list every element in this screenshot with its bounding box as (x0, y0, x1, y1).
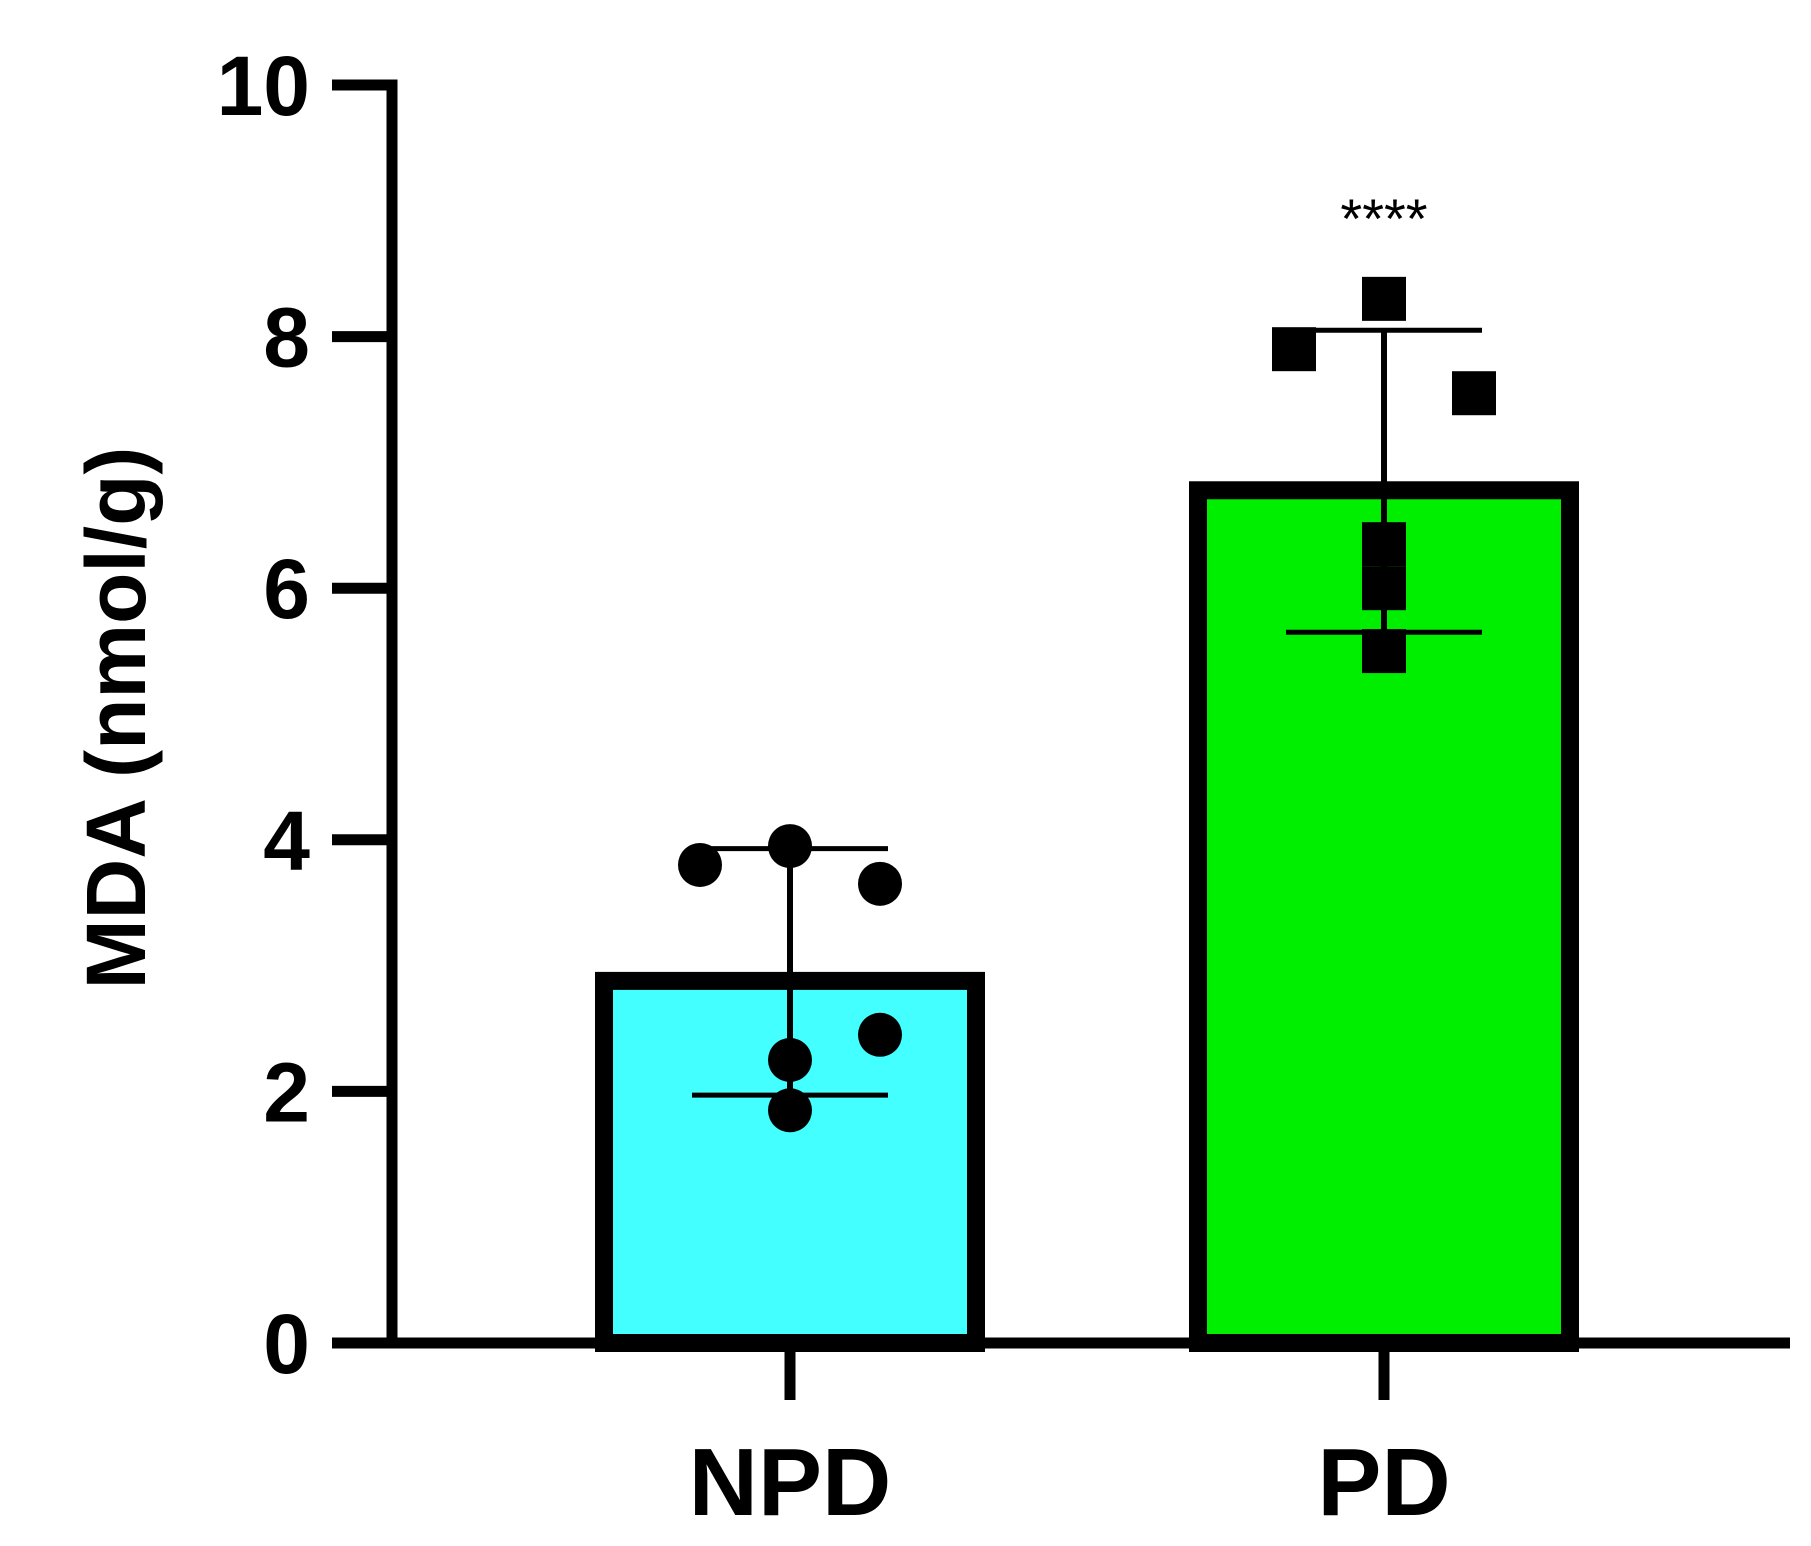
y-tick-label: 10 (217, 39, 310, 133)
data-point (768, 1088, 812, 1133)
data-point (1362, 566, 1406, 611)
y-axis-title: MDA (nmol/g) (69, 447, 163, 990)
data-point (1362, 522, 1406, 567)
x-tick-label-npd: NPD (689, 1429, 892, 1536)
data-point (768, 1037, 812, 1082)
y-tick-label: 4 (263, 794, 310, 888)
data-point (1272, 327, 1316, 372)
y-tick-label: 6 (263, 542, 310, 636)
x-ticks-layer: NPD PD (689, 1343, 1451, 1536)
data-point (678, 842, 722, 887)
points-layer (678, 276, 1496, 1133)
data-point (768, 824, 812, 869)
data-point (858, 861, 902, 906)
data-point (858, 1012, 902, 1057)
data-point (1362, 276, 1406, 321)
significance-label: **** (1340, 187, 1427, 250)
data-point (1362, 629, 1406, 674)
x-tick-label-pd: PD (1317, 1429, 1450, 1536)
annotations-layer: **** (1340, 187, 1427, 250)
bars-layer (595, 481, 1579, 1352)
y-tick-label: 8 (263, 291, 310, 385)
data-point (1452, 371, 1496, 416)
y-ticks-layer: 0 2 4 6 8 10 (217, 39, 392, 1391)
y-tick-label: 0 (263, 1297, 310, 1391)
y-tick-label: 2 (263, 1045, 310, 1139)
